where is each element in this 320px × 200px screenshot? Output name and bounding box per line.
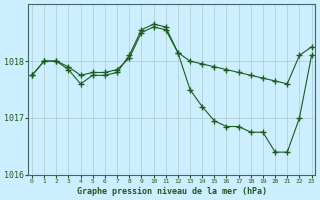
X-axis label: Graphe pression niveau de la mer (hPa): Graphe pression niveau de la mer (hPa) — [77, 187, 267, 196]
